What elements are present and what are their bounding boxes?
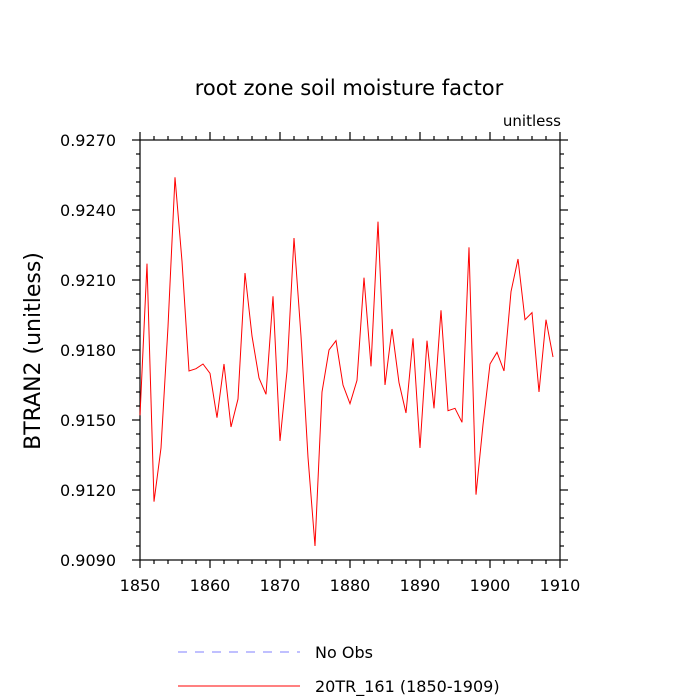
legend-label: 20TR_161 (1850-1909) bbox=[315, 677, 500, 697]
plot-frame bbox=[139, 139, 561, 561]
axis-ticks bbox=[132, 132, 568, 568]
y-tick-label: 0.9120 bbox=[60, 481, 116, 500]
x-tick-label: 1850 bbox=[120, 576, 161, 595]
y-tick-label: 0.9090 bbox=[60, 551, 116, 570]
units-label: unitless bbox=[503, 112, 561, 130]
x-tick-label: 1900 bbox=[470, 576, 511, 595]
y-tick-label: 0.9150 bbox=[60, 411, 116, 430]
legend: No Obs 20TR_161 (1850-1909) bbox=[178, 643, 500, 697]
y-axis-label: BTRAN2 (unitless) bbox=[21, 252, 46, 450]
y-tick-labels: 0.9090 0.9120 0.9150 0.9180 0.9210 0.9240 0.92… bbox=[60, 131, 116, 570]
x-tick-label: 1860 bbox=[190, 576, 231, 595]
chart-title: root zone soil moisture factor bbox=[195, 76, 504, 100]
y-tick-label: 0.9270 bbox=[60, 131, 116, 150]
x-tick-labels: 1850 1860 1870 1880 1890 1900 1910 bbox=[120, 576, 581, 595]
y-tick-label: 0.9210 bbox=[60, 271, 116, 290]
x-tick-label: 1910 bbox=[540, 576, 581, 595]
series-line bbox=[139, 177, 554, 547]
legend-label: No Obs bbox=[315, 643, 373, 662]
series-group bbox=[139, 177, 554, 547]
y-tick-label: 0.9240 bbox=[60, 201, 116, 220]
x-tick-label: 1880 bbox=[330, 576, 371, 595]
x-tick-label: 1870 bbox=[260, 576, 301, 595]
x-tick-label: 1890 bbox=[400, 576, 441, 595]
y-tick-label: 0.9180 bbox=[60, 341, 116, 360]
